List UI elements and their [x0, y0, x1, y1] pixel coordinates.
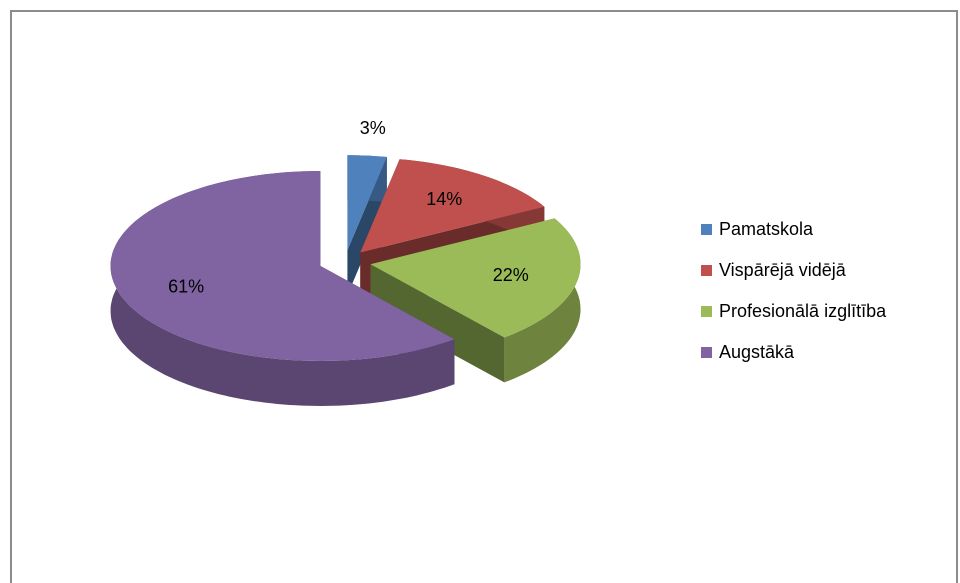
- slice-top: [370, 218, 581, 338]
- legend-swatch: [701, 347, 712, 358]
- legend-swatch: [701, 265, 712, 276]
- slice-top: [347, 155, 387, 251]
- slice-top: [110, 171, 455, 361]
- legend-label: Vispārējā vidējā: [719, 260, 847, 280]
- pie-slice: [347, 155, 387, 296]
- data-label: 61%: [168, 277, 204, 297]
- legend-label: Augstākā: [719, 342, 795, 362]
- legend-label: Pamatskola: [719, 219, 814, 239]
- pie-slice: [370, 218, 581, 383]
- legend-swatch: [701, 306, 712, 317]
- chart-frame: [10, 10, 958, 583]
- slice-side: [370, 264, 505, 383]
- slice-top: [360, 159, 545, 253]
- legend-swatch: [701, 224, 712, 235]
- legend-label: Profesionālā izglītība: [719, 301, 887, 321]
- pie-slice: [110, 171, 455, 406]
- data-label: 14%: [426, 189, 462, 209]
- data-label: 22%: [493, 265, 529, 285]
- data-label: 3%: [360, 118, 386, 138]
